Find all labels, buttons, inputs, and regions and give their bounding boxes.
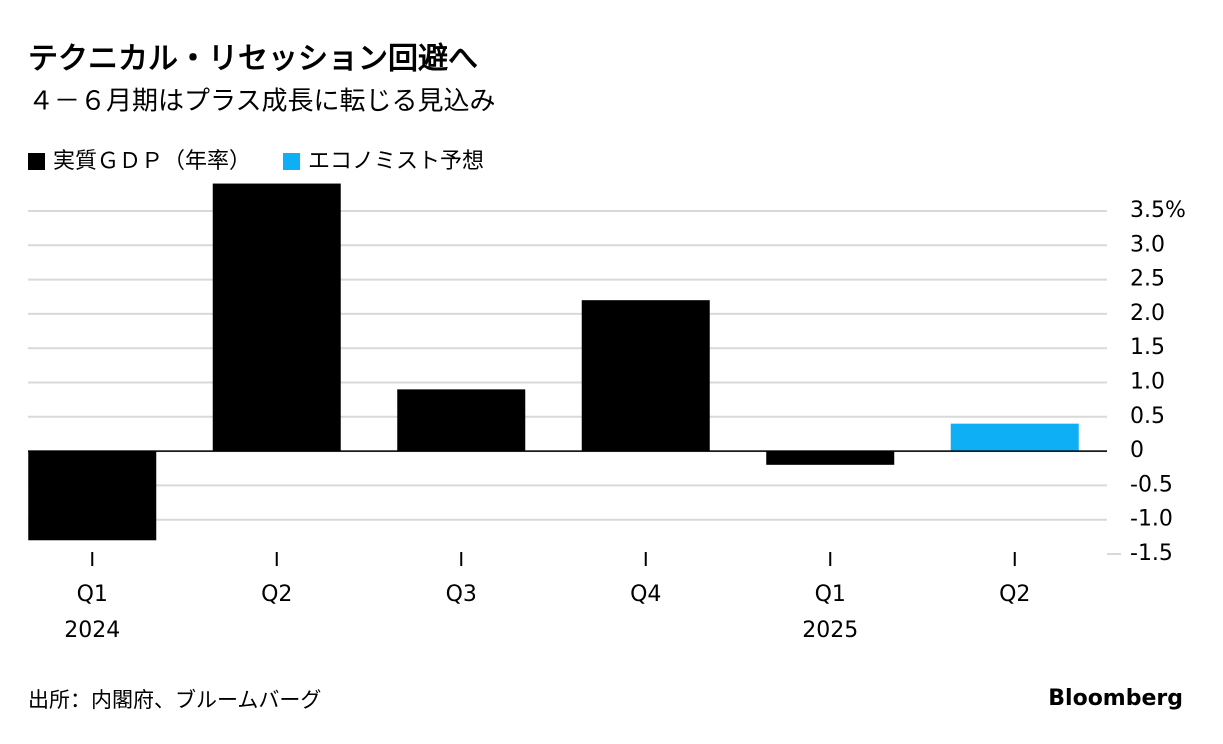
y-tick-label: 2.5 [1130, 267, 1165, 292]
x-tick-label: Q3 [446, 582, 477, 607]
bar [397, 389, 526, 452]
x-year-label: 2024 [64, 618, 120, 643]
x-tick-label: Q1 [77, 582, 108, 607]
y-tick-label: 3.5% [1130, 198, 1186, 223]
x-tick-label: Q4 [630, 582, 661, 607]
brand: Bloomberg [1048, 686, 1183, 711]
y-tick-label: -0.5 [1130, 472, 1173, 497]
y-tick-label: -1.0 [1130, 507, 1173, 532]
x-tick-label: Q2 [999, 582, 1030, 607]
x-year-label: 2025 [802, 618, 858, 643]
chart-title: テクニカル・リセッション回避へ [28, 42, 478, 77]
source: 出所：内閣府、ブルームバーグ [28, 688, 321, 712]
x-tick-label: Q2 [261, 582, 292, 607]
chart-subtitle: ４－６月期はプラス成長に転じる見込み [28, 87, 495, 117]
bar [581, 300, 710, 452]
y-tick-label: 0.5 [1130, 404, 1165, 429]
y-tick-label: 0 [1130, 438, 1144, 463]
y-tick-label: 1.0 [1130, 370, 1165, 395]
legend-swatch [28, 153, 45, 170]
bar [212, 183, 341, 452]
bar [950, 423, 1079, 452]
legend-swatch [283, 153, 301, 170]
bar [28, 451, 157, 541]
y-tick-label: 2.0 [1130, 301, 1165, 326]
y-tick-label: 3.0 [1130, 232, 1165, 257]
y-tick-label: -1.5 [1130, 541, 1173, 566]
x-tick-label: Q1 [815, 582, 846, 607]
bar [766, 451, 895, 465]
legend-label: 実質ＧＤＰ（年率） [53, 149, 251, 174]
legend-label: エコノミスト予想 [308, 149, 484, 174]
y-tick-label: 1.5 [1130, 335, 1165, 360]
